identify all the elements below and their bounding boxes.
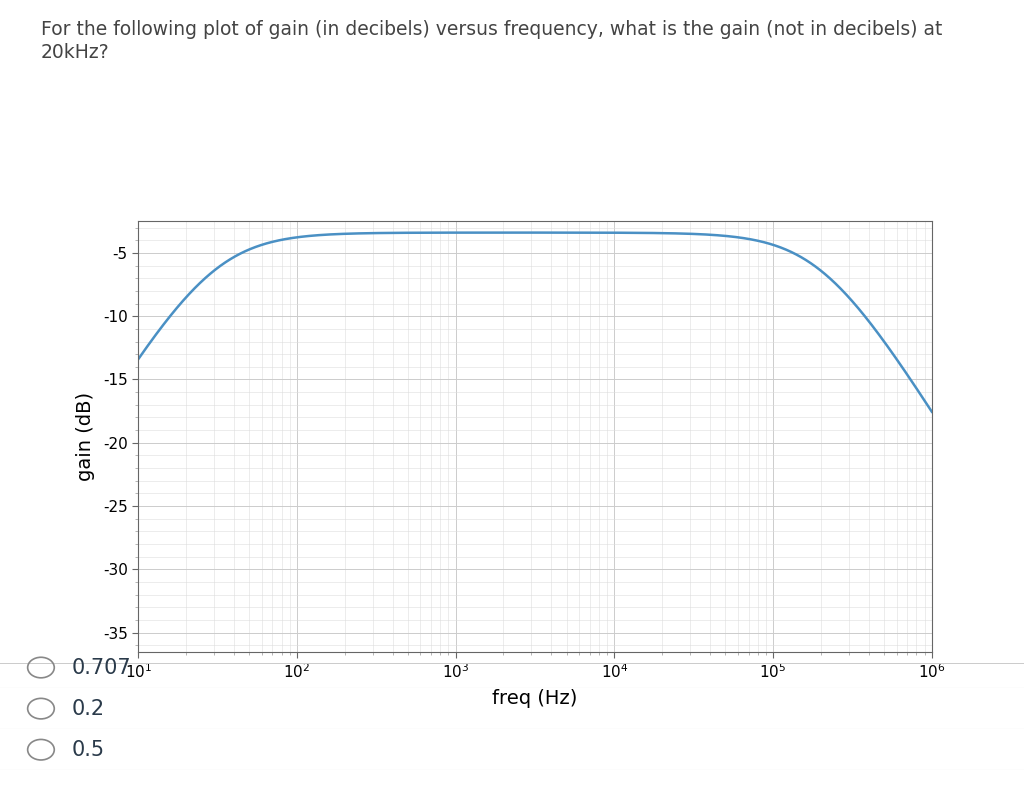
Text: 20kHz?: 20kHz? — [41, 43, 110, 62]
Text: 0.2: 0.2 — [72, 698, 104, 719]
Text: 0.5: 0.5 — [72, 739, 104, 760]
Text: 0.707: 0.707 — [72, 657, 131, 678]
Text: For the following plot of gain (in decibels) versus frequency, what is the gain : For the following plot of gain (in decib… — [41, 20, 942, 39]
Y-axis label: gain (dB): gain (dB) — [76, 392, 94, 481]
X-axis label: freq (Hz): freq (Hz) — [493, 689, 578, 708]
